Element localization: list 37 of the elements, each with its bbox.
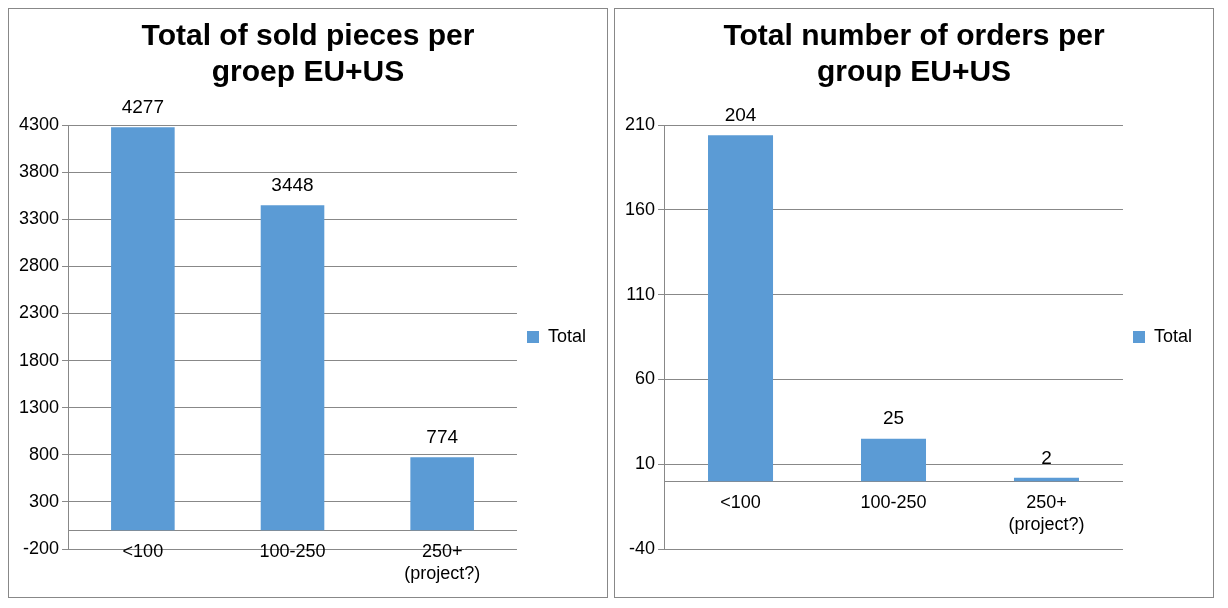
y-tick-label: 110: [626, 283, 656, 304]
x-tick-label: 250+ (project?): [1008, 491, 1085, 534]
y-tick-label: -200: [23, 537, 60, 558]
chart-title: Total number of orders per group EU+US: [722, 17, 1106, 89]
bar: [708, 135, 774, 482]
chart-title: Total of sold pieces per groep EU+US: [140, 17, 476, 89]
y-tick-label: 800: [29, 443, 60, 464]
legend-label: Total: [547, 325, 587, 346]
y-tick-label: -40: [629, 537, 656, 558]
y-tick-label: 4300: [19, 113, 60, 134]
x-tick-label: 250+ (project?): [404, 540, 481, 583]
bar: [861, 438, 927, 482]
y-tick-label: 10: [635, 453, 656, 474]
data-label: 2: [1041, 446, 1052, 468]
y-tick-label: 160: [624, 198, 656, 219]
data-label: 204: [724, 103, 757, 125]
y-tick-label: 60: [635, 368, 656, 389]
bar: [111, 127, 175, 531]
y-tick-label: 1300: [19, 396, 60, 417]
data-label: 774: [426, 425, 459, 447]
data-label: 3448: [271, 174, 314, 196]
y-tick-label: 2300: [19, 302, 60, 323]
y-tick-label: 210: [624, 113, 656, 134]
y-tick-label: 3800: [19, 161, 60, 182]
y-tick-label: 1800: [19, 349, 60, 370]
y-tick-label: 300: [29, 490, 60, 511]
y-tick-label: 3300: [19, 208, 60, 229]
legend-label: Total: [1153, 325, 1193, 346]
x-tick-label: <100: [122, 540, 164, 561]
bar: [260, 205, 325, 531]
data-label: 25: [882, 407, 905, 429]
bar: [410, 457, 474, 531]
y-tick-label: 2800: [19, 255, 60, 276]
x-tick-label: 100-250: [259, 540, 326, 561]
x-tick-label: <100: [720, 491, 761, 512]
data-label: 4277: [121, 95, 165, 117]
x-tick-label: 100-250: [860, 491, 927, 512]
